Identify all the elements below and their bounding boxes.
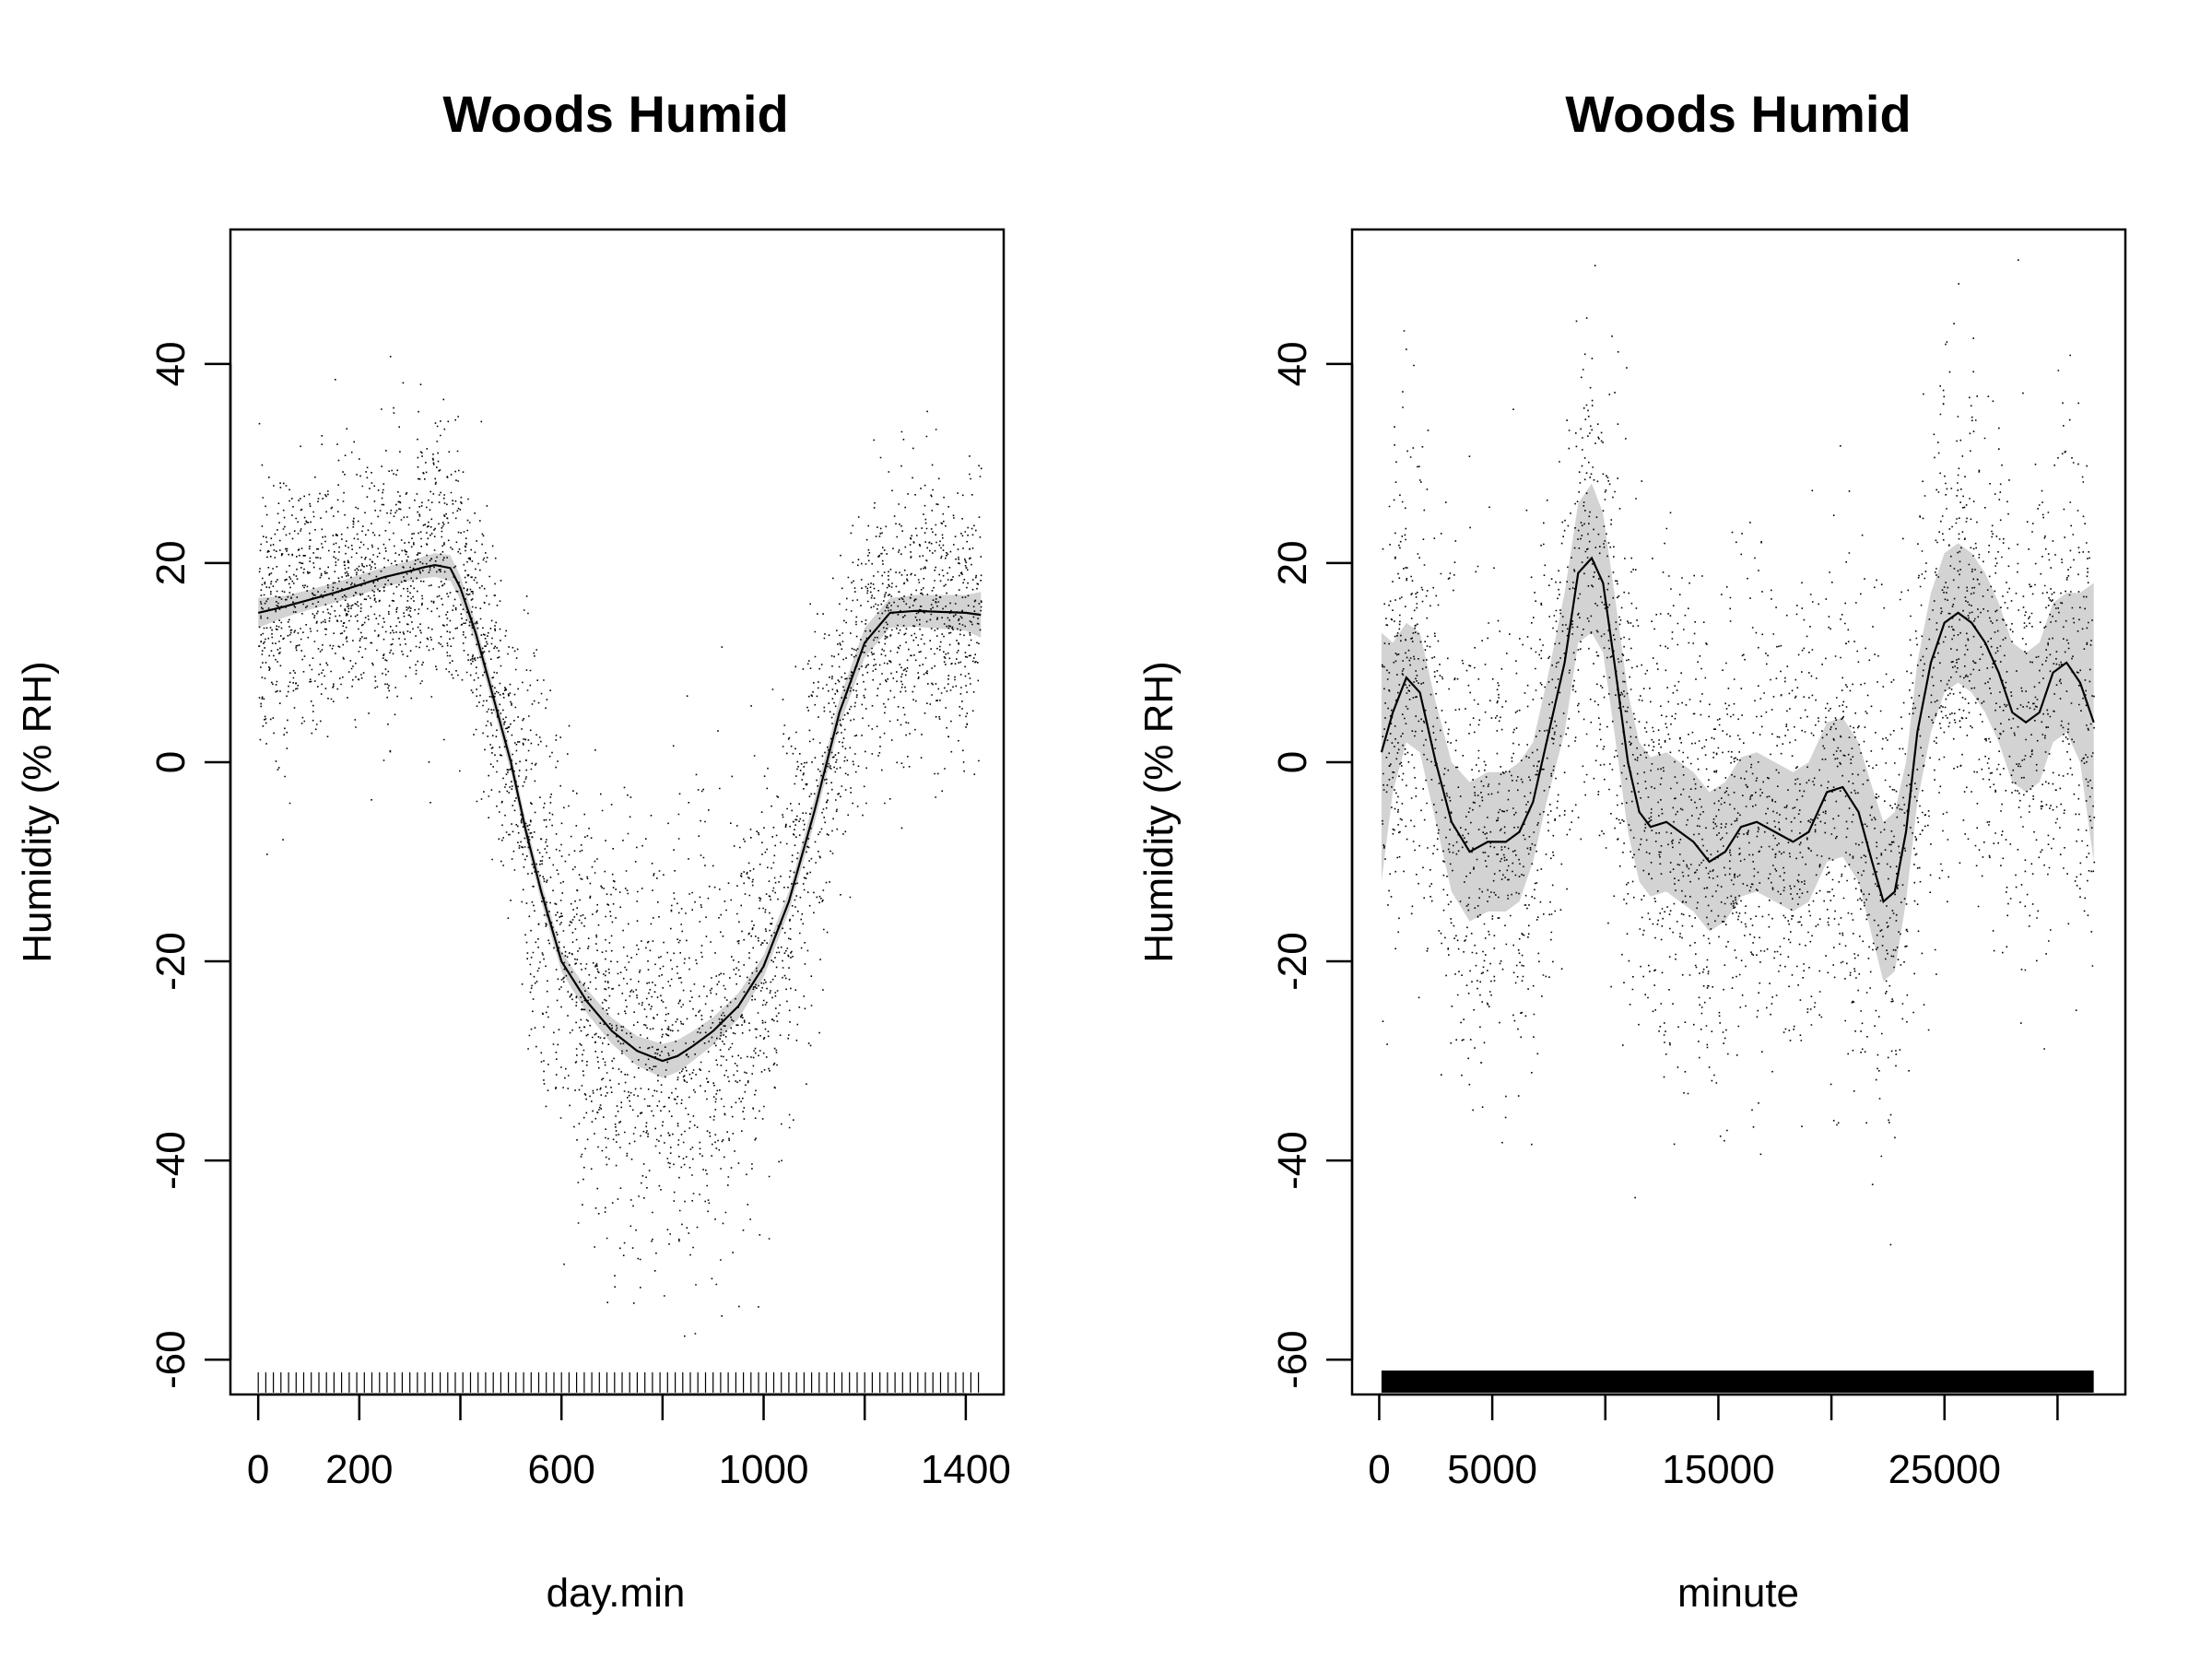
y-tick-label: -60 [148,1330,194,1389]
confidence-band-area [258,553,982,1078]
x-tick-label: 5000 [1447,1447,1537,1492]
panel-minute: Woods Humid 0 5000 15000 25000 -60 -40 -20 0 20… [1136,85,2127,1616]
y-tick-label: 20 [1270,540,1315,585]
chart-title: Woods Humid [442,85,788,143]
x-tick-label: 600 [527,1447,594,1492]
x-axis-label: day.min [547,1571,686,1616]
x-axis: 0 200 600 1000 1400 [247,1393,1011,1492]
x-tick-label: 0 [1368,1447,1390,1492]
y-tick-label: 0 [1270,751,1315,773]
smooth-line [257,563,982,1063]
y-tick-label: -20 [148,932,194,991]
confidence-band [258,553,982,1078]
x-axis: 0 5000 15000 25000 [1368,1393,2059,1492]
scatter-points [1382,259,2096,1246]
observation-points [258,356,982,1337]
y-tick-label: 40 [148,341,194,386]
rug-ticks [1381,1371,2094,1393]
x-tick-label: 1400 [921,1447,1011,1492]
x-tick-label: 200 [325,1447,393,1492]
x-tick-label: 25000 [1888,1447,2001,1492]
y-tick-label: -20 [1270,932,1315,991]
y-axis: -60 -40 -20 0 20 40 [148,341,232,1389]
x-tick-label: 1000 [719,1447,809,1492]
y-axis: -60 -40 -20 0 20 40 [1270,341,1354,1389]
smooth-fit-line [1380,556,2095,904]
rug-ticks [257,1372,980,1393]
smooth-line [1380,556,2095,904]
y-axis-label: Humidity (% RH) [15,661,60,963]
y-axis-label: Humidity (% RH) [1136,661,1182,963]
y-tick-label: -40 [1270,1131,1315,1190]
scatter-points [258,356,982,1337]
x-tick-label: 15000 [1662,1447,1774,1492]
plot-frame [229,228,1006,1396]
observation-points [1382,259,2096,1246]
rug-marks [257,1372,980,1393]
confidence-band [1381,483,2094,982]
y-tick-label: -40 [148,1131,194,1190]
rug-marks [1381,1371,2094,1393]
confidence-band-area [1381,483,2094,982]
x-tick-label: 0 [247,1447,269,1492]
x-axis-label: minute [1677,1571,1799,1616]
panel-day-min: Woods Humid 0 200 600 1000 1400 -60 -40 -20 0 20… [15,85,1011,1616]
chart-title: Woods Humid [1565,85,1911,143]
y-tick-label: -60 [1270,1330,1315,1389]
y-tick-label: 0 [148,751,194,773]
y-tick-label: 40 [1270,341,1315,386]
y-tick-label: 20 [148,540,194,585]
smooth-fit-line [257,563,982,1063]
